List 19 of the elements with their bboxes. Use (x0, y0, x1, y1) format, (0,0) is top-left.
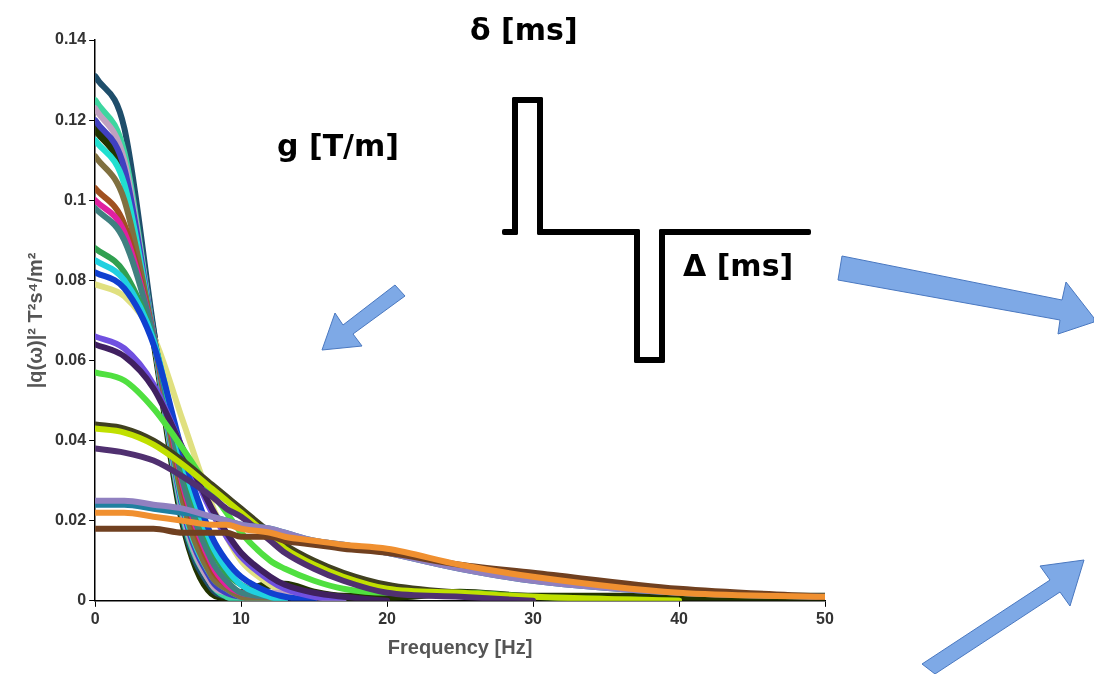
y-tick-label: 0.02 (55, 511, 87, 529)
annotation: Δ [ms] (683, 248, 794, 283)
annotation: g [T/m] (277, 128, 400, 163)
x-tick-label: 30 (524, 609, 543, 627)
x-tick-label: 50 (816, 609, 834, 627)
y-tick-label: 0.14 (55, 30, 87, 48)
x-tick-label: 40 (670, 609, 689, 627)
y-tick-label: 0 (77, 591, 87, 609)
y-tick-label: 0.04 (55, 430, 87, 448)
y-axis-title: |q(ω)|² T²s⁴/m² (23, 252, 46, 389)
y-tick-label: 0.1 (63, 190, 87, 208)
x-tick-label: 10 (232, 609, 251, 627)
y-tick-label: 0.12 (55, 110, 87, 128)
x-tick-label: 20 (378, 609, 397, 627)
y-tick-label: 0.08 (55, 270, 87, 288)
x-axis-title: Frequency [Hz] (387, 635, 533, 658)
annotation: δ [ms] (470, 12, 578, 47)
x-tick-label: 0 (90, 609, 100, 627)
y-tick-label: 0.06 (55, 350, 87, 368)
